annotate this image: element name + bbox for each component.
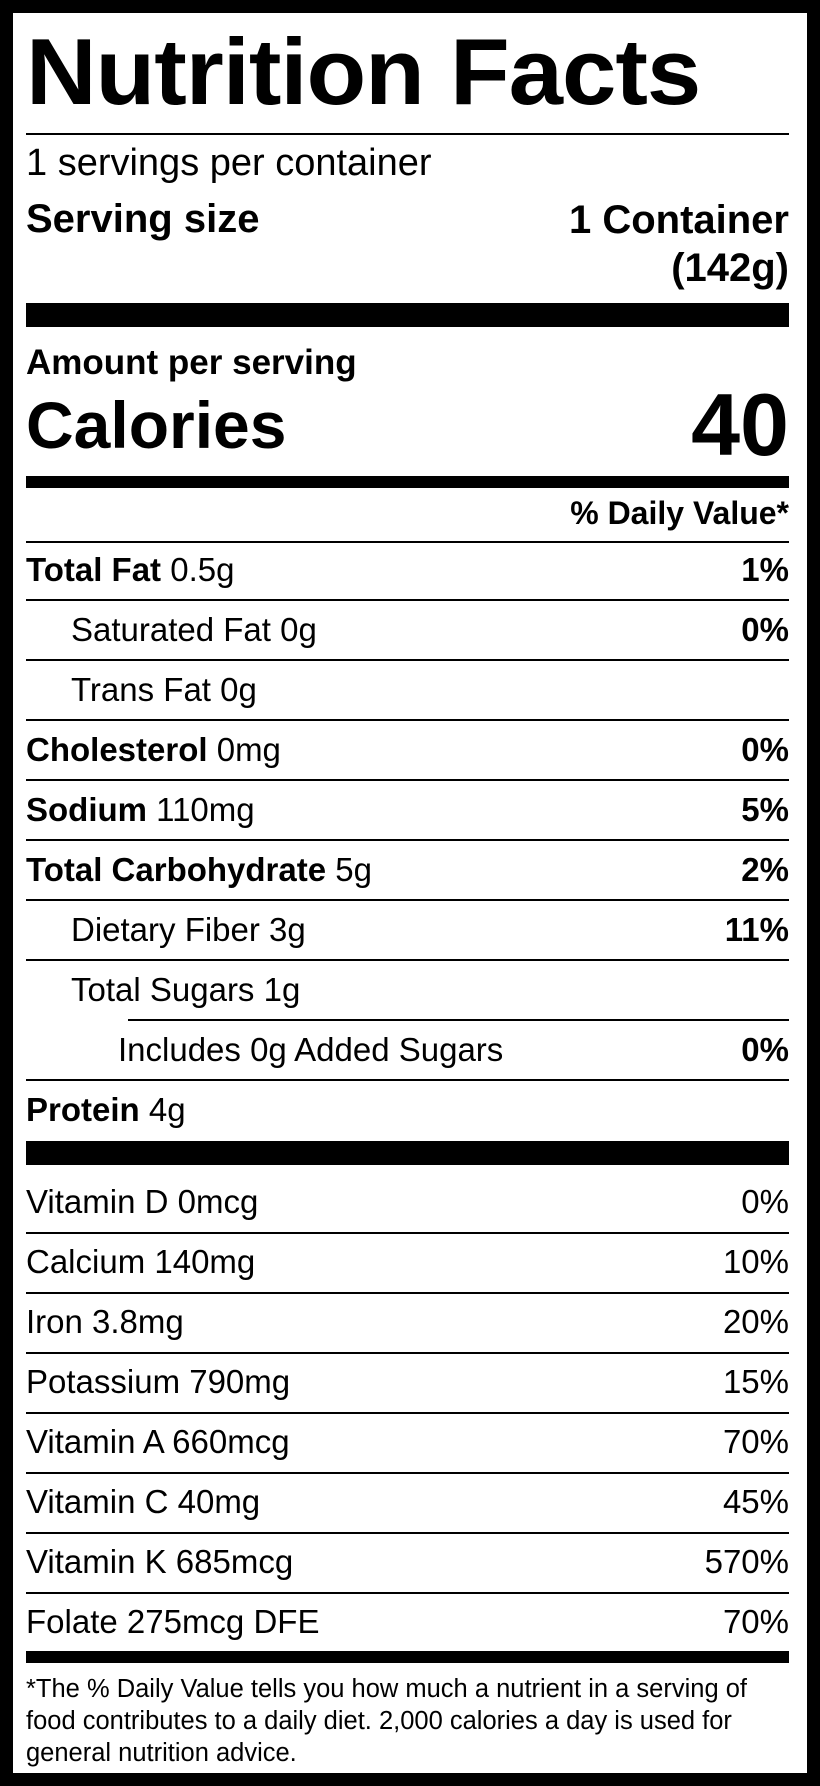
nutrient-row-total-sugars: Total Sugars 1g — [26, 961, 789, 1019]
divider — [26, 541, 789, 543]
vitamin-row-folate: Folate 275mcg DFE 70% — [26, 1593, 789, 1651]
vitamin-name: Potassium 790mg — [26, 1363, 291, 1400]
nutrient-name: Cholesterol 0mg — [26, 731, 281, 769]
vitamin-name: Vitamin K 685mcg — [26, 1543, 294, 1580]
nutrient-row-total-carbohydrate: Total Carbohydrate 5g 2% — [26, 841, 789, 899]
calories-row: Calories 40 — [26, 375, 789, 474]
vitamin-dv: 70% — [722, 1603, 789, 1640]
vitamin-dv: 70% — [722, 1423, 789, 1460]
nutrient-dv: 2% — [741, 851, 789, 888]
vitamin-dv: 0% — [741, 1183, 789, 1220]
nutrient-amount: 110mg — [147, 791, 255, 828]
thick-divider — [26, 303, 789, 327]
serving-size-label: Serving size — [26, 197, 260, 241]
nutrient-label: Sodium — [26, 791, 147, 828]
footnote: *The % Daily Value tells you how much a … — [26, 1675, 747, 1767]
divider — [26, 1352, 789, 1354]
vitamin-dv: 45% — [722, 1483, 789, 1520]
nutrient-amount: 5g — [326, 851, 372, 888]
divider — [26, 1292, 789, 1294]
vitamin-row-potassium: Potassium 790mg 15% — [26, 1353, 789, 1411]
calories-label: Calories — [26, 388, 287, 462]
vitamin-row-iron: Iron 3.8mg 20% — [26, 1293, 789, 1351]
vitamin-dv: 15% — [722, 1363, 789, 1400]
medium-divider — [26, 1651, 789, 1663]
serving-size-value-line2: (142g) — [671, 246, 789, 290]
nutrient-row-sodium: Sodium 110mg 5% — [26, 781, 789, 839]
medium-divider — [26, 476, 789, 488]
nutrient-row-dietary-fiber: Dietary Fiber 3g 11% — [26, 901, 789, 959]
nutrient-name: Trans Fat 0g — [71, 671, 257, 708]
thick-divider — [26, 1141, 789, 1165]
divider — [26, 659, 789, 661]
divider — [26, 1592, 789, 1594]
vitamin-name: Iron 3.8mg — [26, 1303, 184, 1340]
label-title: Nutrition Facts — [26, 19, 701, 124]
vitamin-dv: 10% — [722, 1243, 789, 1280]
nutrient-row-added-sugars: Includes 0g Added Sugars 0% — [26, 1021, 789, 1079]
nutrient-name: Protein 4g — [26, 1091, 186, 1129]
serving-size-row: Serving size 1 Container (142g) — [26, 196, 789, 292]
vitamin-row-vitamin-a: Vitamin A 660mcg 70% — [26, 1413, 789, 1471]
nutrient-name: Total Sugars 1g — [71, 971, 301, 1008]
divider — [26, 1472, 789, 1474]
nutrient-name: Dietary Fiber 3g — [71, 911, 306, 948]
serving-size-value: 1 Container (142g) — [569, 196, 789, 292]
divider — [26, 1412, 789, 1414]
daily-value-header: % Daily Value* — [570, 495, 789, 531]
vitamin-name: Folate 275mcg DFE — [26, 1603, 320, 1640]
nutrient-dv: 1% — [741, 551, 789, 588]
divider — [26, 779, 789, 781]
divider — [26, 1079, 789, 1081]
nutrient-amount: 0.5g — [161, 551, 235, 588]
nutrient-label: Total Fat — [26, 551, 162, 588]
divider — [26, 839, 789, 841]
nutrient-dv: 0% — [741, 611, 789, 648]
divider — [26, 1232, 789, 1234]
vitamin-row-calcium: Calcium 140mg 10% — [26, 1233, 789, 1291]
nutrient-dv: 0% — [741, 731, 789, 768]
divider — [26, 959, 789, 961]
nutrient-row-cholesterol: Cholesterol 0mg 0% — [26, 721, 789, 779]
nutrient-label: Total Carbohydrate — [26, 851, 327, 888]
nutrient-label: Cholesterol — [26, 731, 208, 768]
nutrient-label: Protein — [26, 1091, 140, 1128]
serving-size-value-line1: 1 Container — [568, 198, 789, 242]
vitamin-name: Calcium 140mg — [26, 1243, 256, 1280]
calories-value: 40 — [691, 375, 789, 474]
vitamin-row-vitamin-d: Vitamin D 0mcg 0% — [26, 1173, 789, 1231]
servings-per-container: 1 servings per container — [26, 142, 432, 184]
vitamin-name: Vitamin D 0mcg — [26, 1183, 259, 1220]
amount-per-serving: Amount per serving — [26, 343, 357, 382]
nutrient-row-saturated-fat: Saturated Fat 0g 0% — [26, 601, 789, 659]
nutrient-name: Includes 0g Added Sugars — [118, 1031, 504, 1068]
nutrient-dv: 0% — [741, 1031, 789, 1068]
vitamin-name: Vitamin C 40mg — [26, 1483, 261, 1520]
nutrient-name: Saturated Fat 0g — [71, 611, 317, 648]
nutrient-amount: 0mg — [207, 731, 281, 768]
nutrient-amount: 4g — [139, 1091, 186, 1128]
divider — [128, 1019, 789, 1021]
nutrient-row-total-fat: Total Fat 0.5g 1% — [26, 541, 789, 599]
vitamin-row-vitamin-c: Vitamin C 40mg 45% — [26, 1473, 789, 1531]
divider — [26, 899, 789, 901]
vitamin-name: Vitamin A 660mcg — [26, 1423, 290, 1460]
vitamin-dv: 570% — [704, 1543, 789, 1580]
vitamin-row-vitamin-k: Vitamin K 685mcg 570% — [26, 1533, 789, 1591]
divider — [26, 133, 789, 135]
nutrient-row-protein: Protein 4g — [26, 1081, 789, 1139]
nutrient-name: Sodium 110mg — [26, 791, 255, 829]
nutrient-dv: 11% — [724, 911, 789, 948]
divider — [26, 599, 789, 601]
nutrient-name: Total Fat 0.5g — [26, 551, 234, 589]
nutrient-row-trans-fat: Trans Fat 0g — [26, 661, 789, 719]
divider — [26, 719, 789, 721]
divider — [26, 1532, 789, 1534]
vitamin-dv: 20% — [722, 1303, 789, 1340]
nutrient-dv: 5% — [741, 791, 789, 828]
nutrient-name: Total Carbohydrate 5g — [26, 851, 372, 889]
